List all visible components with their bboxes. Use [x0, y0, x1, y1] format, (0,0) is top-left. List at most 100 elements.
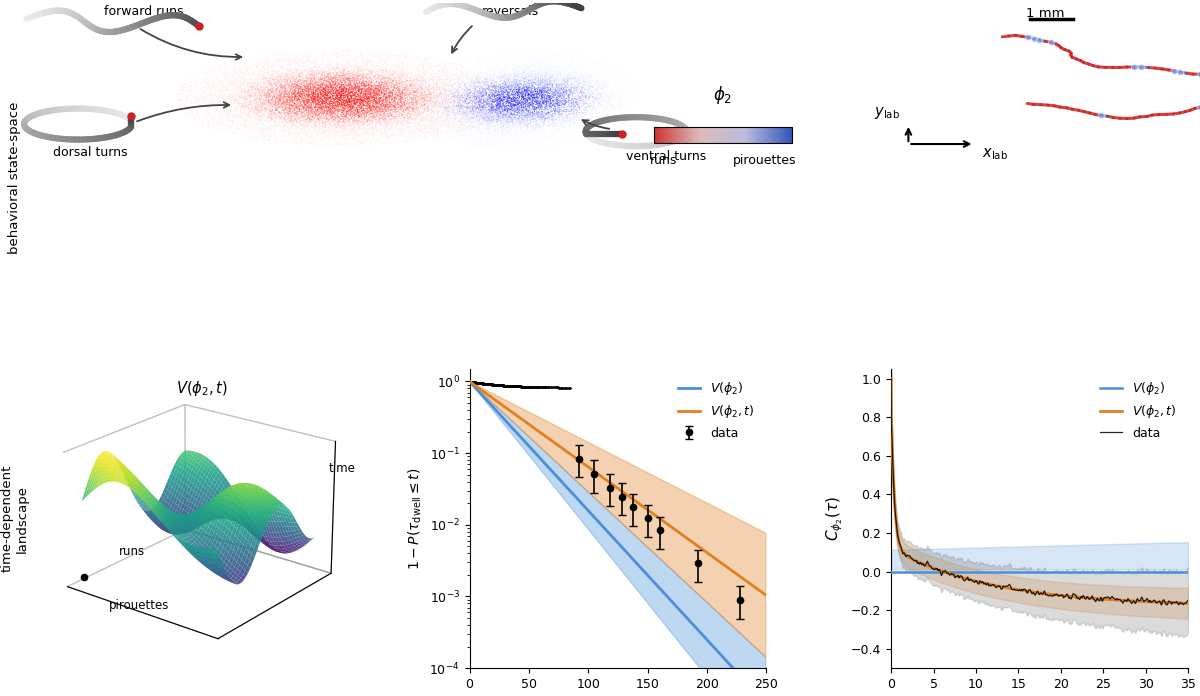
Point [389, 98, 408, 109]
Point [557, 104, 576, 116]
Point [304, 93, 323, 104]
Point [577, 130, 596, 141]
Point [545, 98, 564, 109]
Point [424, 75, 443, 86]
Point [409, 60, 428, 71]
Point [527, 86, 546, 97]
Point [346, 88, 365, 99]
Point [521, 78, 540, 89]
Point [360, 66, 379, 77]
Point [268, 127, 287, 138]
Point [214, 89, 233, 100]
Point [523, 116, 542, 127]
Point [269, 75, 288, 86]
Point [450, 90, 469, 101]
Point [259, 90, 278, 102]
Point [330, 88, 349, 99]
Point [590, 71, 610, 82]
Point [440, 118, 460, 129]
Point [373, 115, 392, 126]
Point [526, 104, 545, 116]
Point [498, 93, 517, 104]
Point [269, 70, 288, 81]
Point [503, 51, 522, 62]
Point [294, 115, 313, 126]
Point [234, 82, 253, 93]
Point [170, 104, 190, 115]
Point [451, 120, 470, 131]
Point [517, 88, 536, 99]
Point [378, 107, 397, 118]
Point [310, 114, 329, 125]
Point [416, 113, 436, 124]
Point [554, 61, 574, 72]
Point [497, 73, 516, 84]
Point [372, 74, 391, 85]
Point [342, 124, 361, 135]
Point [430, 117, 449, 128]
Point [258, 61, 277, 72]
Point [451, 116, 470, 127]
Point [229, 90, 248, 101]
Point [611, 74, 630, 85]
Point [356, 128, 376, 139]
Point [310, 92, 329, 103]
Point [253, 104, 272, 115]
Point [251, 125, 270, 136]
Point [460, 110, 479, 121]
Point [558, 70, 577, 81]
Point [320, 105, 340, 116]
Point [358, 88, 377, 100]
Point [493, 92, 512, 103]
Point [310, 113, 329, 124]
Point [527, 49, 546, 61]
Point [240, 89, 259, 100]
Point [310, 98, 329, 109]
Point [210, 74, 229, 86]
Point [556, 134, 575, 145]
Point [458, 113, 478, 125]
Point [396, 115, 415, 126]
Point [463, 93, 482, 104]
Point [238, 93, 257, 104]
Point [263, 77, 282, 88]
Point [476, 115, 496, 126]
Point [514, 65, 533, 76]
Point [419, 115, 438, 126]
Point [406, 93, 425, 104]
Point [487, 95, 506, 106]
Point [492, 101, 511, 112]
Point [545, 92, 564, 103]
Point [281, 80, 300, 91]
Point [574, 86, 593, 97]
Point [534, 68, 553, 79]
Point [290, 86, 310, 97]
Point [366, 95, 385, 106]
Point [535, 111, 554, 122]
Point [270, 87, 289, 98]
Point [310, 88, 329, 100]
Point [467, 77, 486, 88]
Point [353, 95, 372, 106]
Point [378, 111, 397, 122]
Point [500, 104, 520, 115]
Point [371, 85, 390, 96]
Point [496, 105, 515, 116]
Point [409, 97, 428, 109]
Point [270, 102, 289, 113]
Point [176, 107, 196, 118]
Point [367, 107, 386, 118]
Point [530, 90, 550, 102]
Point [572, 61, 592, 72]
Point [424, 87, 443, 98]
Point [392, 54, 412, 65]
Point [605, 88, 624, 100]
Point [280, 115, 299, 126]
Point [470, 101, 490, 112]
Point [382, 86, 401, 97]
Point [565, 68, 584, 79]
Point [536, 86, 556, 97]
Point [367, 65, 386, 77]
Point [320, 125, 340, 136]
Point [479, 81, 498, 93]
